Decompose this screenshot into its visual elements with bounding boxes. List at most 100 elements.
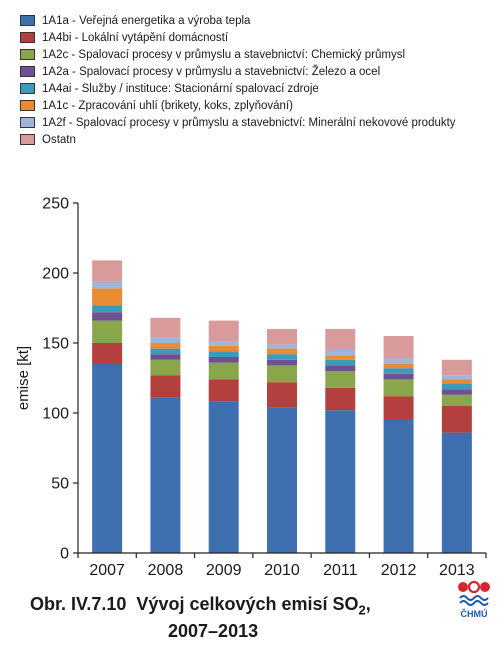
bar-segment [441,383,472,390]
bar-segment [267,348,297,355]
legend-swatch [20,100,35,111]
y-tick-label: 0 [60,546,69,563]
bar-segment [208,341,239,346]
x-tick-label: 2010 [264,562,300,579]
legend-item: 1A4bi - Lokální vytápění domácností [20,29,456,46]
legend-label: 1A4ai - Služby / instituce: Stacionární … [42,82,319,95]
bar-segment [325,410,356,553]
bar-segment [208,357,239,363]
bar-segment [150,337,181,343]
bar-segment [92,305,123,313]
bar-segment [150,359,181,376]
y-axis-label: emise [kt] [15,346,32,410]
bar-segment [150,354,181,360]
bar-segment [267,344,297,349]
x-tick-label: 2011 [323,562,358,579]
bar-segment [267,359,297,366]
legend-item: 1A4ai - Služby / instituce: Stacionární … [20,80,456,97]
bar-segment [92,288,123,306]
legend-label: 1A4bi - Lokální vytápění domácností [42,31,229,44]
bar-segment [383,420,414,553]
legend-swatch [20,32,35,43]
x-tick-label: 2013 [439,562,475,579]
legend-label: 1A2f - Spalovací procesy v průmyslu a st… [42,116,456,129]
x-tick-label: 2012 [381,562,417,579]
legend-label: 1A1a - Veřejná energetika a výroba tepla [42,14,251,27]
bar-segment [441,389,472,395]
chmu-logo-icon [458,580,490,606]
bar-segment [208,362,239,380]
bar-segment [150,397,181,553]
bar-segment [325,365,356,371]
caption-title: Vývoj celkových emisí SO [136,594,359,614]
legend-label: 1A2a - Spalovací procesy v průmyslu a st… [42,65,381,78]
bar-segment [383,368,414,374]
legend-label: Ostatn [42,133,76,146]
bar-segment [208,351,239,357]
caption-prefix: Obr. IV.7.10 [30,594,127,614]
x-tick-label: 2009 [206,562,242,579]
legend-swatch [20,134,35,145]
bar-segment [441,359,472,376]
bar-segment [325,371,356,388]
x-tick-label: 2008 [148,562,184,579]
bar-segment [383,396,414,420]
bar-segment [208,379,239,402]
legend-swatch [20,66,35,77]
legend-swatch [20,83,35,94]
legend-item: 1A2a - Spalovací procesy v průmyslu a st… [20,63,456,80]
bar-segment [383,379,414,397]
bar-segment [325,355,356,360]
bar-segment [441,406,472,433]
bar-segment [267,329,297,345]
legend-item: 1A2f - Spalovací procesy v průmyslu a st… [20,114,456,131]
bar-segment [92,320,123,343]
bar-segment [92,312,123,321]
bar-segment [208,345,239,352]
bar-segment [150,317,181,338]
bar-segment [441,379,472,384]
bar-segment [325,329,356,350]
bar-segment [267,407,297,553]
chmu-logo: ČHMÚ [452,578,496,619]
figure-caption: Obr. IV.7.10 Vývoj celkových emisí SO2, … [30,594,371,641]
bar-segment [92,343,123,364]
bar-segment [92,364,123,553]
y-tick-label: 200 [42,266,69,283]
bar-segment [441,432,472,553]
legend-swatch [20,117,35,128]
y-tick-label: 50 [51,476,69,493]
bar-segment [267,354,297,360]
x-tick-label: 2007 [89,562,125,579]
legend-item: Ostatn [20,131,456,148]
y-tick-label: 100 [42,406,69,423]
bar-segment [383,358,414,364]
legend-label: 1A1c - Zpracování uhlí (brikety, koks, z… [42,99,293,112]
bar-segment [150,375,181,398]
bar-segment [208,401,239,553]
legend-item: 1A1c - Zpracování uhlí (brikety, koks, z… [20,97,456,114]
bar-segment [441,394,472,406]
bar-segment [150,348,181,355]
bar-segment [92,281,123,289]
legend-swatch [20,15,35,26]
legend-item: 1A1a - Veřejná energetika a výroba tepla [20,12,456,29]
bar-segment [325,359,356,366]
bar-segment [383,373,414,380]
bar-segment [325,387,356,411]
y-tick-label: 150 [42,336,69,353]
caption-subscript: 2 [358,602,366,618]
legend-item: 1A2c - Spalovací procesy v průmyslu a st… [20,46,456,63]
bar-segment [383,364,414,369]
bar-segment [267,382,297,408]
legend-swatch [20,49,35,60]
legend: 1A1a - Veřejná energetika a výroba tepla… [20,12,456,148]
bar-segment [441,375,472,380]
bar-segment [208,320,239,342]
caption-title-suffix: , [365,594,371,614]
bar-segment [383,336,414,359]
bar-segment [150,343,181,349]
bar-chart: 2007 2008 2009 2010 2011 2012 2013 0 50 100 150 200… [15,196,487,579]
bar-segment [267,365,297,383]
chmu-logo-text: ČHMÚ [460,609,488,619]
